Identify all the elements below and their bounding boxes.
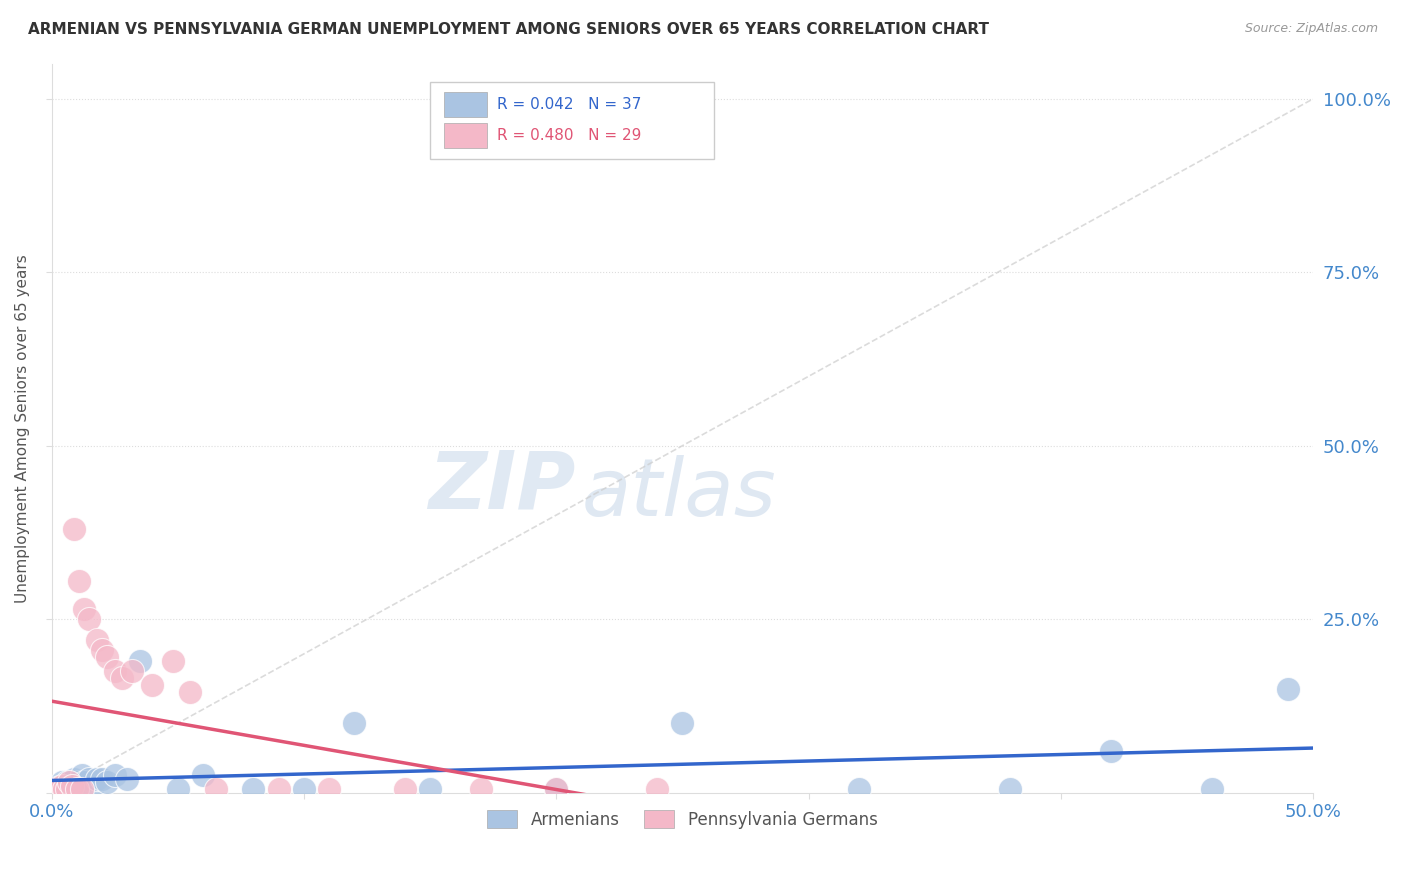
Point (51, 775, 73, 789)
Point (45, 782, 67, 797)
Point (91, 772, 114, 786)
Point (128, 654, 150, 668)
Point (86, 772, 108, 786)
FancyBboxPatch shape (430, 82, 714, 159)
Point (1000, 782, 1022, 797)
Point (58, 779, 80, 793)
Point (53, 782, 76, 797)
Point (292, 782, 315, 797)
Point (67, 574, 90, 588)
Point (79, 612, 101, 626)
Point (318, 782, 340, 797)
Text: Source: ZipAtlas.com: Source: ZipAtlas.com (1244, 22, 1378, 36)
Point (267, 782, 290, 797)
Point (111, 671, 134, 685)
Point (419, 782, 441, 797)
Point (343, 716, 366, 731)
Point (51, 782, 73, 797)
Point (204, 782, 226, 797)
Point (53, 782, 76, 797)
Point (1277, 681, 1299, 696)
Point (79, 772, 101, 786)
Point (73, 775, 96, 789)
Point (645, 782, 668, 797)
Point (53, 779, 76, 793)
Point (179, 685, 201, 699)
Point (1099, 744, 1122, 758)
Legend: Armenians, Pennsylvania Germans: Armenians, Pennsylvania Germans (481, 804, 884, 835)
Point (66, 779, 89, 793)
Y-axis label: Unemployment Among Seniors over 65 years: Unemployment Among Seniors over 65 years (15, 254, 30, 603)
Point (86, 632, 108, 647)
Point (63, 522, 86, 536)
Point (141, 678, 163, 692)
Point (91, 643, 114, 657)
Text: atlas: atlas (582, 455, 776, 533)
FancyBboxPatch shape (444, 123, 486, 148)
Point (166, 782, 188, 797)
Point (48, 779, 70, 793)
Text: ZIP: ZIP (427, 448, 575, 525)
Text: ARMENIAN VS PENNSYLVANIA GERMAN UNEMPLOYMENT AMONG SENIORS OVER 65 YEARS CORRELA: ARMENIAN VS PENNSYLVANIA GERMAN UNEMPLOY… (28, 22, 988, 37)
Point (115, 772, 138, 786)
Point (104, 664, 127, 678)
Point (55, 782, 77, 797)
Point (96, 650, 118, 665)
Text: R = 0.480   N = 29: R = 0.480 N = 29 (496, 128, 641, 143)
Point (848, 782, 870, 797)
Point (63, 772, 86, 786)
Point (51, 779, 73, 793)
Point (546, 782, 568, 797)
Point (546, 782, 568, 797)
Point (394, 782, 416, 797)
Point (1201, 782, 1223, 797)
Point (121, 664, 143, 678)
Text: R = 0.042   N = 37: R = 0.042 N = 37 (496, 96, 641, 112)
Point (191, 768, 214, 782)
Point (66, 782, 89, 797)
Point (80, 782, 103, 797)
Point (162, 654, 184, 668)
Point (60, 779, 83, 793)
Point (70, 782, 93, 797)
FancyBboxPatch shape (444, 92, 486, 117)
Point (55, 782, 77, 797)
Point (73, 601, 96, 615)
Point (96, 775, 118, 789)
Point (60, 782, 83, 797)
Point (470, 782, 492, 797)
Point (671, 716, 693, 731)
Point (45, 782, 67, 797)
Point (58, 775, 80, 789)
Point (104, 768, 127, 782)
Point (55, 775, 77, 789)
Point (67, 775, 90, 789)
Point (242, 782, 264, 797)
Point (66, 782, 89, 797)
Point (48, 780, 70, 794)
Point (70, 768, 93, 782)
